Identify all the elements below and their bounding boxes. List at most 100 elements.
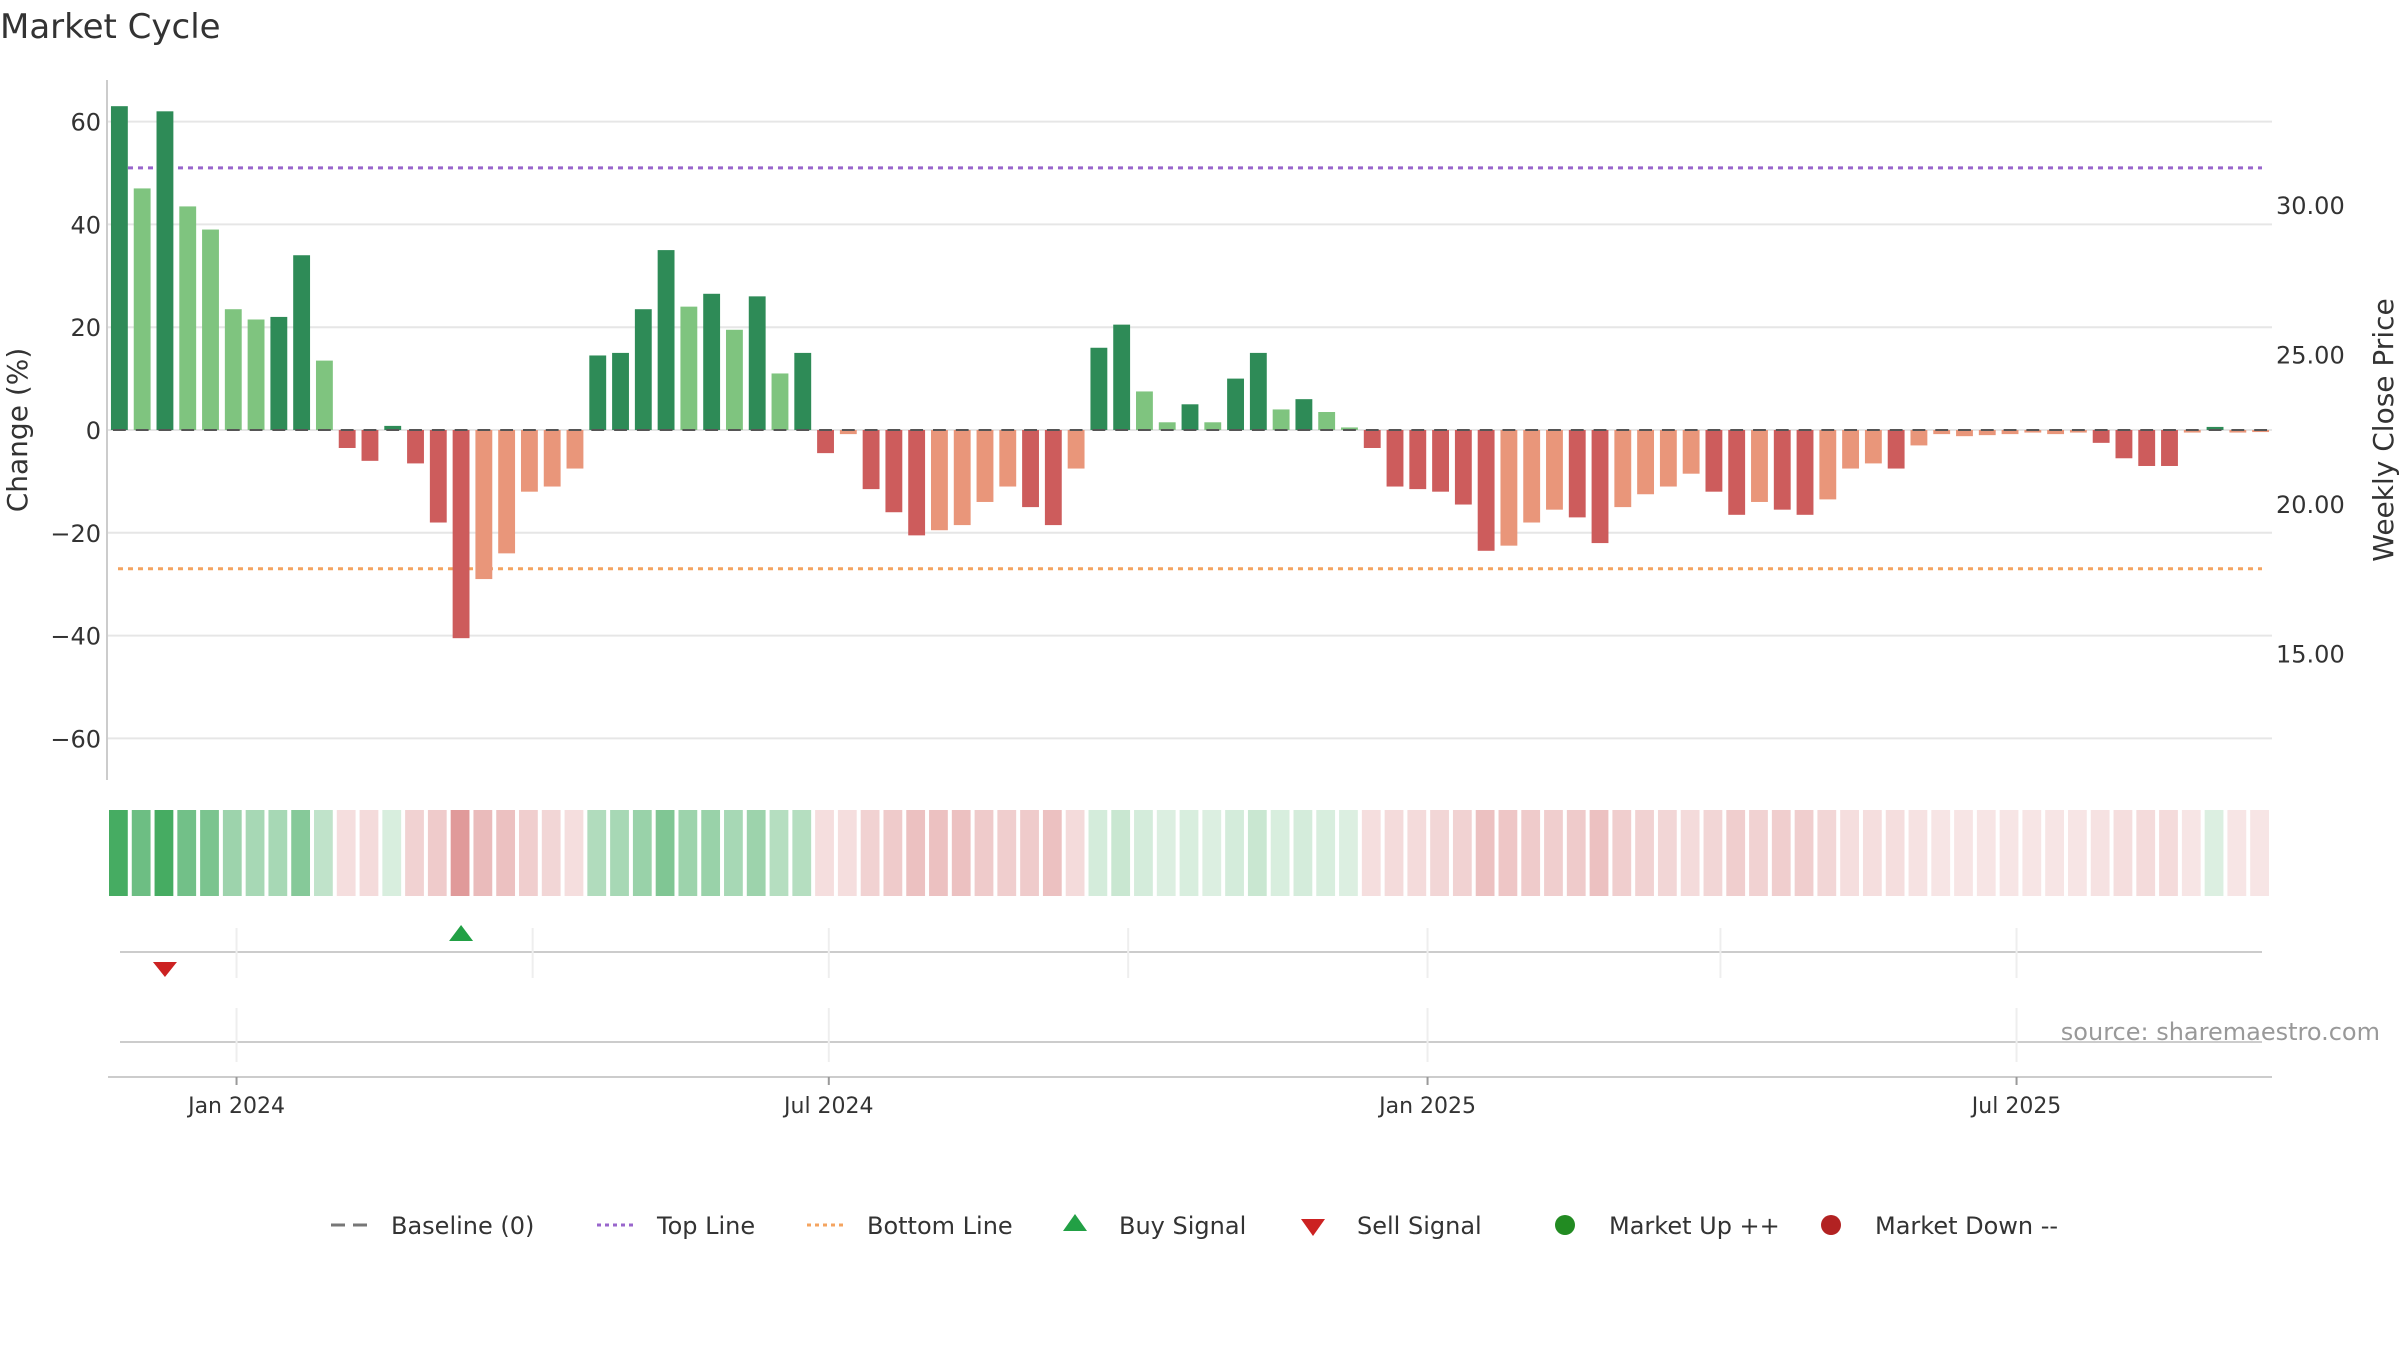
strip-cell [519, 810, 538, 896]
y2-tick-label: 30.00 [2276, 192, 2345, 220]
strip-cell [1862, 810, 1882, 896]
strip-cell [701, 810, 721, 896]
strip-cell [1384, 810, 1404, 896]
buy-signal-marker [449, 925, 474, 941]
strip-cell [974, 810, 994, 896]
y-tick-label: −60 [50, 725, 101, 753]
strip-cell [1202, 810, 1222, 896]
bar [2047, 430, 2065, 435]
strip-cell [1134, 810, 1153, 896]
bar [1568, 430, 1586, 518]
bar [2138, 430, 2156, 466]
strip-cell [1293, 810, 1313, 896]
bar [1591, 430, 1609, 544]
y-tick-label: 20 [70, 314, 101, 342]
bar [1682, 430, 1700, 474]
bar [429, 430, 447, 523]
bar [1546, 430, 1563, 510]
strip-cell [1088, 810, 1108, 896]
bar [2069, 430, 2087, 433]
bar [794, 352, 812, 430]
bar [224, 309, 242, 430]
bar [1295, 399, 1313, 430]
strip-cell [1270, 810, 1290, 896]
strip-cell [951, 810, 971, 896]
bar [361, 430, 379, 461]
x-tick-label: Jan 2024 [186, 1094, 285, 1119]
strip-cell [1156, 810, 1176, 896]
bar [1796, 430, 1814, 515]
bar [634, 309, 652, 430]
bar [1705, 430, 1723, 492]
bar [338, 430, 356, 448]
y-tick-label: −20 [50, 520, 101, 548]
strip-cell [222, 810, 242, 896]
bar [1249, 352, 1267, 430]
strip-cell [314, 810, 333, 896]
bar [1432, 430, 1449, 492]
legend-item: Bottom Line [807, 1212, 1013, 1240]
strip-cell [2113, 810, 2133, 896]
bar [771, 373, 789, 430]
bar [1819, 430, 1837, 500]
bar [1386, 430, 1404, 487]
strip-cell [1065, 810, 1085, 896]
bar [862, 430, 880, 490]
bar [2206, 426, 2224, 430]
strip-cell [1225, 810, 1244, 896]
bar [1477, 430, 1495, 551]
strip-cell [1566, 810, 1586, 896]
y-axis-label: Change (%) [1, 348, 34, 513]
bar [817, 430, 834, 454]
strip-cell [496, 810, 516, 896]
strip-cell [1179, 810, 1199, 896]
bar [110, 106, 128, 431]
bar [612, 352, 629, 430]
strip-cell [1954, 810, 1973, 896]
strip-cell [1794, 810, 1814, 896]
strip-cell [1111, 810, 1131, 896]
strip-cell [1840, 810, 1859, 896]
legend-item: Market Up ++ [1555, 1212, 1780, 1240]
bar [247, 319, 265, 430]
legend-label: Bottom Line [867, 1212, 1013, 1240]
bar [1614, 430, 1632, 508]
y-tick-label: 0 [86, 417, 101, 445]
legend-label: Sell Signal [1357, 1212, 1482, 1240]
strip-cell [792, 810, 812, 896]
strip-cell [336, 810, 356, 896]
strip-cell [1612, 810, 1632, 896]
bar [1500, 430, 1518, 546]
legend-label: Market Down -- [1875, 1212, 2058, 1240]
strip-cell [1657, 810, 1677, 896]
strip-cell [1475, 810, 1495, 896]
bar [1454, 430, 1472, 505]
bar [1842, 430, 1860, 469]
bottom-panel [108, 1008, 2272, 1078]
market-heat-strip [109, 810, 2269, 896]
strip-cell [860, 810, 880, 896]
legend-label: Buy Signal [1119, 1212, 1246, 1240]
strip-cell [2227, 810, 2247, 896]
strip-cell [746, 810, 766, 896]
strip-cell [2159, 810, 2178, 896]
bar [1910, 430, 1928, 446]
strip-cell [769, 810, 789, 896]
bar [1864, 430, 1882, 464]
strip-cell [1680, 810, 1700, 896]
strip-cell [1817, 810, 1837, 896]
y2-tick-label: 25.00 [2276, 342, 2345, 370]
strip-cell [382, 810, 402, 896]
bar [2115, 430, 2133, 459]
bar [498, 430, 516, 554]
strip-cell [655, 810, 675, 896]
strip-cell [131, 810, 151, 896]
bar [475, 430, 493, 580]
strip-cell [2204, 810, 2224, 896]
strip-cell [1885, 810, 1905, 896]
bar [1523, 430, 1541, 523]
bar [1318, 412, 1336, 430]
strip-cell [1316, 810, 1336, 896]
bar [1181, 404, 1199, 430]
